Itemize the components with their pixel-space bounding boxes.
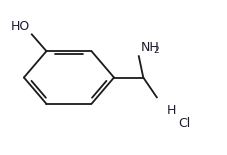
Text: H: H bbox=[166, 104, 175, 117]
Text: 2: 2 bbox=[152, 46, 158, 55]
Text: Cl: Cl bbox=[178, 117, 190, 130]
Text: NH: NH bbox=[141, 41, 159, 54]
Text: HO: HO bbox=[11, 20, 30, 33]
